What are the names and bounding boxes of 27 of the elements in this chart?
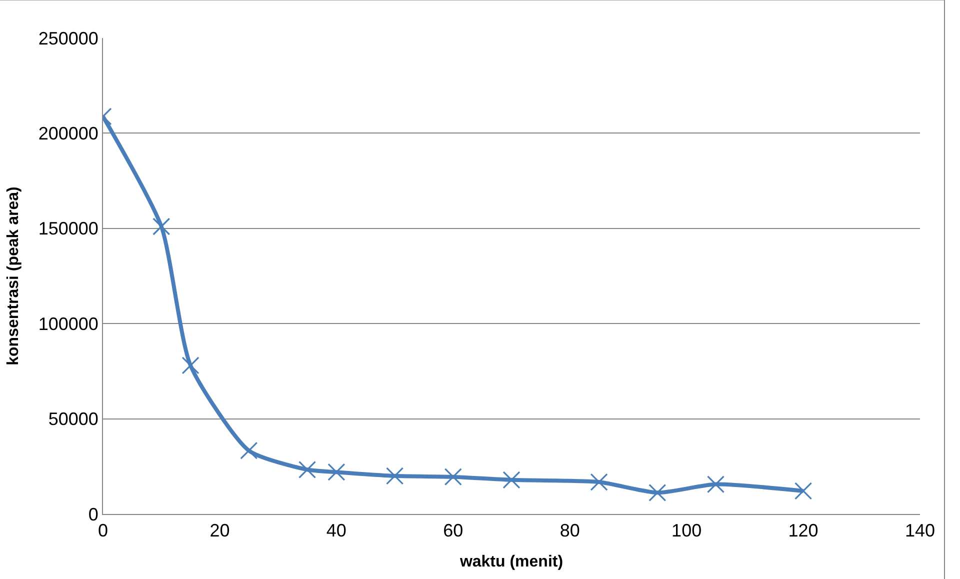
- point: [648, 484, 666, 502]
- x-tick-label: 60: [443, 520, 464, 541]
- x-tick-label: 100: [672, 520, 702, 541]
- x-tick-label: 20: [210, 520, 230, 541]
- point: [328, 463, 346, 481]
- y-tick-label: 0: [88, 504, 98, 524]
- x-tick-label: 120: [788, 520, 818, 541]
- y-tick-label: 100000: [38, 314, 98, 334]
- point: [240, 442, 258, 460]
- point: [706, 476, 725, 494]
- point: [182, 356, 200, 374]
- point: [502, 471, 520, 489]
- point: [590, 473, 608, 491]
- x-tick-label: 40: [326, 520, 346, 541]
- x-tick-label: 80: [560, 520, 580, 541]
- point: [444, 468, 462, 486]
- x-axis-title: waktu (menit): [458, 553, 564, 570]
- x-tick-label: 140: [904, 520, 936, 541]
- y-tick-label: 200000: [38, 124, 98, 144]
- point: [794, 482, 812, 500]
- y-tick-label: 250000: [38, 28, 98, 48]
- point: [298, 460, 316, 478]
- point: [386, 467, 404, 485]
- point: [152, 218, 170, 236]
- y-tick-label: 50000: [48, 409, 98, 430]
- y-axis-title: konsentrasi (peak area): [5, 186, 22, 366]
- y-tick-label: 150000: [38, 218, 98, 239]
